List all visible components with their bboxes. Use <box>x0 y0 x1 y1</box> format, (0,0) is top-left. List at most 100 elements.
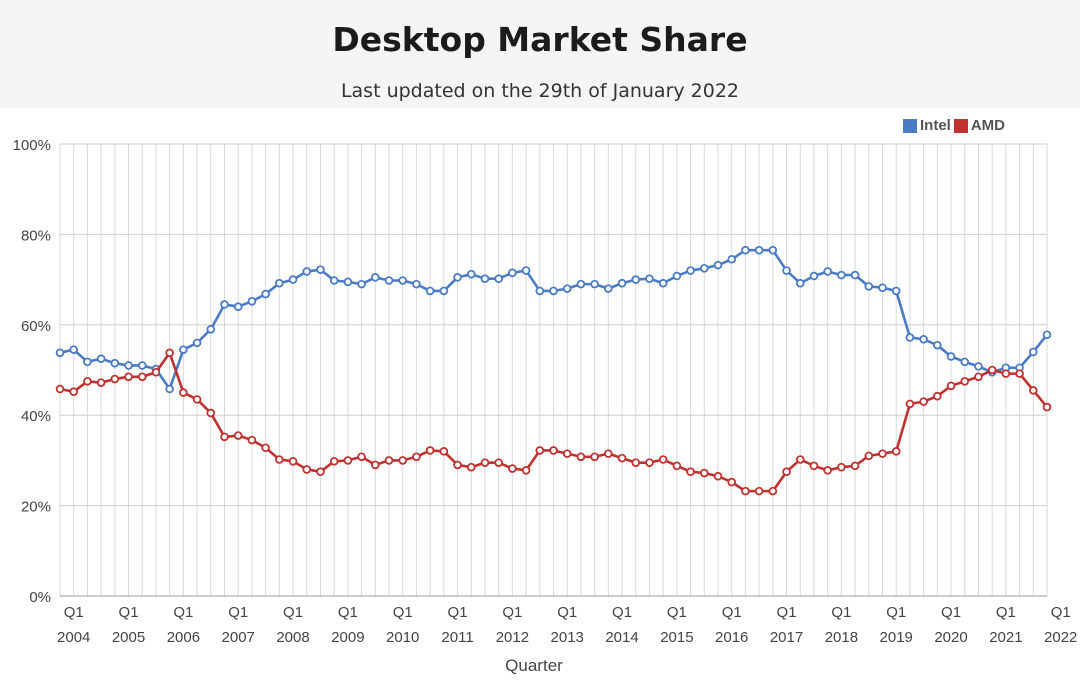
x-tick-label-quarter: Q1 <box>722 604 742 621</box>
x-tick-label-year: 2020 <box>934 629 967 646</box>
data-point-amd <box>220 432 229 442</box>
x-tick-label-quarter: Q1 <box>448 604 468 621</box>
x-tick-label-year: 2004 <box>57 629 90 646</box>
data-point-amd <box>590 452 599 462</box>
data-point-amd <box>1042 402 1052 412</box>
data-point-amd <box>453 460 462 470</box>
data-point-intel <box>782 266 791 275</box>
y-tick-label: 100% <box>13 137 51 154</box>
data-point-amd <box>768 486 778 496</box>
legend-item-intel[interactable]: Intel <box>903 117 951 134</box>
data-point-intel <box>645 274 654 283</box>
data-point-amd <box>809 461 819 471</box>
data-point-amd <box>631 458 641 467</box>
x-tick-label-year: 2012 <box>496 629 529 646</box>
data-point-amd <box>1001 369 1011 378</box>
data-point-amd <box>329 457 339 466</box>
data-point-amd <box>1028 386 1038 395</box>
x-tick-label-year: 2014 <box>605 629 638 646</box>
data-point-amd <box>604 449 613 458</box>
data-point-intel <box>69 345 79 354</box>
data-point-amd <box>55 384 65 394</box>
x-tick-label-year: 2005 <box>112 629 145 646</box>
x-tick-label-quarter: Q1 <box>667 604 687 621</box>
data-point-amd <box>617 453 627 463</box>
data-point-amd <box>508 464 517 473</box>
data-point-amd <box>521 466 531 475</box>
data-point-intel <box>576 279 586 289</box>
data-point-intel <box>741 245 750 255</box>
data-point-amd <box>247 435 257 445</box>
data-point-intel <box>713 260 723 270</box>
data-point-amd <box>480 458 490 467</box>
x-tick-label-year: 2021 <box>989 629 1022 646</box>
data-point-amd <box>919 397 928 406</box>
x-tick-label-year: 2010 <box>386 629 419 646</box>
data-point-intel <box>631 275 641 284</box>
legend-label-amd: AMD <box>970 117 1006 134</box>
data-point-amd <box>96 378 106 387</box>
data-point-intel <box>823 267 832 276</box>
x-tick-label-quarter: Q1 <box>1051 604 1071 621</box>
data-point-intel <box>466 269 476 279</box>
data-point-intel <box>124 361 133 370</box>
x-tick-label-quarter: Q1 <box>119 604 139 621</box>
data-point-amd <box>302 465 312 474</box>
data-point-amd <box>974 372 983 382</box>
data-point-amd <box>137 372 147 382</box>
x-tick-label-year: 2008 <box>276 629 309 646</box>
x-tick-label-year: 2016 <box>715 629 748 646</box>
x-tick-label-year: 2018 <box>825 629 858 646</box>
data-point-intel <box>55 348 65 358</box>
data-point-amd <box>370 460 380 470</box>
y-tick-label: 0% <box>29 589 51 606</box>
data-point-intel <box>275 278 284 288</box>
y-tick-label: 20% <box>21 499 51 516</box>
data-point-amd <box>316 467 325 477</box>
data-point-amd <box>83 376 92 386</box>
x-tick-label-year: 2015 <box>660 629 693 646</box>
data-point-amd <box>713 471 723 481</box>
x-tick-label-quarter: Q1 <box>886 604 906 621</box>
data-point-intel <box>179 345 188 354</box>
data-point-intel <box>247 296 257 306</box>
legend-item-amd[interactable]: AMD <box>953 117 1006 134</box>
data-point-intel <box>590 279 599 289</box>
data-point-amd <box>439 447 449 456</box>
x-tick-label-quarter: Q1 <box>338 604 358 621</box>
data-point-amd <box>658 455 668 464</box>
data-point-amd <box>192 395 202 404</box>
data-point-intel <box>795 278 805 288</box>
data-point-intel <box>316 265 325 274</box>
data-point-amd <box>645 458 654 467</box>
chart-subtitle: Last updated on the 29th of January 2022 <box>340 80 740 102</box>
data-point-amd <box>535 446 545 455</box>
x-tick-label-quarter: Q1 <box>393 604 413 621</box>
data-point-intel <box>686 266 695 275</box>
data-point-intel <box>110 358 120 368</box>
data-point-intel <box>206 325 216 334</box>
data-point-intel <box>412 279 421 289</box>
data-point-amd <box>727 477 737 487</box>
data-point-intel <box>480 274 490 283</box>
data-point-intel <box>329 276 339 285</box>
data-point-amd <box>672 461 682 471</box>
data-point-intel <box>439 286 449 296</box>
x-tick-label-quarter: Q1 <box>283 604 303 621</box>
x-tick-label-quarter: Q1 <box>64 604 84 621</box>
data-point-amd <box>151 367 161 377</box>
x-tick-label-quarter: Q1 <box>612 604 632 621</box>
data-point-amd <box>261 443 270 453</box>
x-tick-label-quarter: Q1 <box>996 604 1016 621</box>
data-point-intel <box>850 270 860 280</box>
data-point-amd <box>837 462 846 472</box>
data-point-amd <box>343 456 353 465</box>
data-point-amd <box>754 486 764 496</box>
x-tick-label-quarter: Q1 <box>941 604 961 621</box>
y-tick-label: 40% <box>21 408 51 425</box>
data-point-amd <box>165 348 174 358</box>
data-point-intel <box>562 284 572 293</box>
data-point-intel <box>398 276 408 285</box>
data-point-amd <box>741 486 750 496</box>
data-point-intel <box>384 276 394 285</box>
